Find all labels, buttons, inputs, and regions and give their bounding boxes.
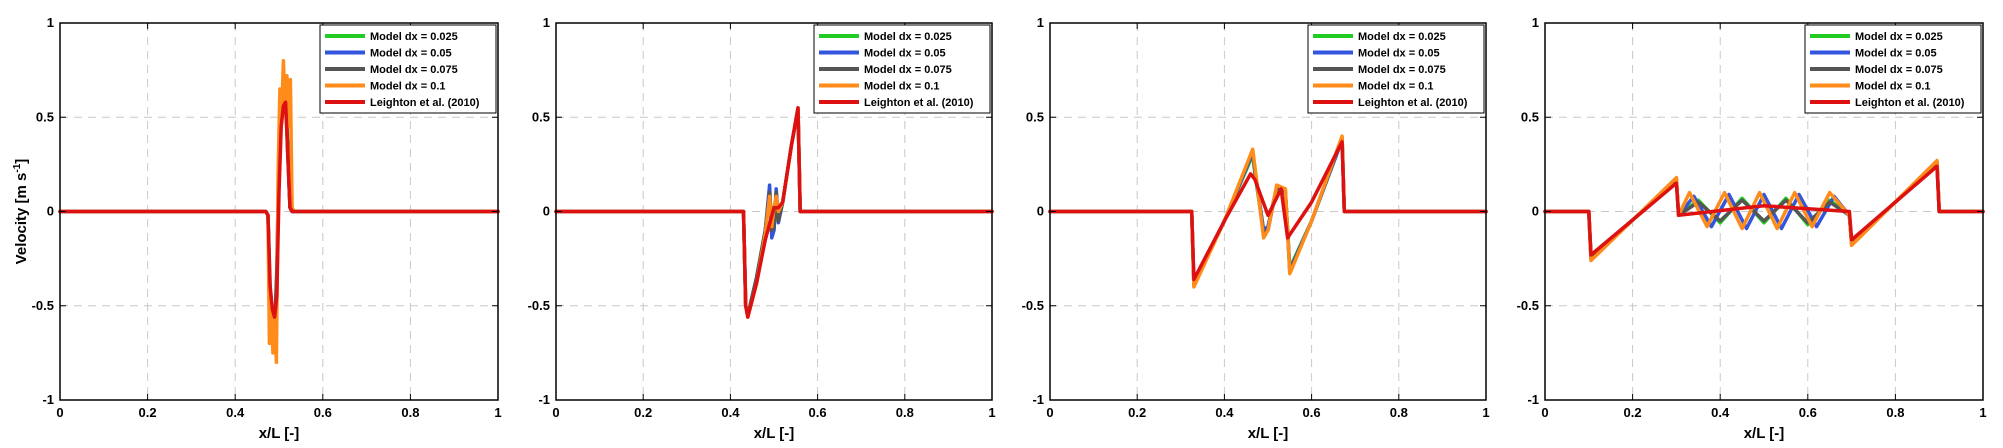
series-line-5	[554, 106, 994, 319]
y-axis-label: Velocity [m s-1]	[12, 159, 30, 265]
x-tick-label: 0.6	[809, 405, 827, 420]
y-tick-label: -0.5	[1022, 298, 1044, 313]
y-tick-label: -0.5	[528, 298, 550, 313]
chart-panel-2: 0 0.2 0.4 0.6 0.8 1 -1 -0.5 0 0.5 1 x/L [-] Model dx…	[528, 15, 996, 442]
x-tick-label: 1	[1482, 405, 1489, 420]
x-tick-label: 0.2	[1128, 405, 1146, 420]
chart-panel-1: 0 0.2 0.4 0.6 0.8 1 -1 -0.5 0 0.5 1 x/L [-] Velocity…	[12, 15, 502, 442]
legend: Model dx = 0.025 Model dx = 0.05 Model dx …	[319, 24, 497, 114]
legend-entry-5: Leighton et al. (2010)	[370, 97, 480, 109]
legend-entry-4: Model dx = 0.1	[1855, 81, 1931, 93]
x-tick-label: 0.2	[1624, 405, 1642, 420]
x-tick-label: 0	[552, 405, 559, 420]
legend-entry-3: Model dx = 0.075	[370, 64, 458, 76]
series-line-4	[58, 58, 500, 365]
legend-entry-1: Model dx = 0.025	[1358, 31, 1446, 43]
y-tick-label: -0.5	[32, 298, 54, 313]
x-tick-label: 1	[988, 405, 995, 420]
legend-entry-1: Model dx = 0.025	[1855, 31, 1943, 43]
x-tick-label: 0.4	[721, 405, 740, 420]
x-tick-label: 0.8	[1390, 405, 1408, 420]
y-tick-label: -1	[538, 392, 550, 407]
series-line-5	[1543, 164, 1985, 257]
series-line-3	[1543, 160, 1985, 261]
y-tick-label: 0.5	[1026, 109, 1044, 124]
x-tick-label: 0	[1541, 405, 1548, 420]
legend-entry-2: Model dx = 0.05	[370, 48, 452, 60]
x-tick-label: 0	[56, 405, 63, 420]
y-tick-label: 0	[47, 204, 54, 219]
y-tick-label: 0	[543, 204, 550, 219]
x-axis-label: x/L [-]	[1744, 425, 1785, 442]
legend-entry-2: Model dx = 0.05	[1358, 48, 1440, 60]
y-tick-label: 0	[1532, 204, 1539, 219]
series-line-5	[58, 100, 500, 319]
legend-entry-3: Model dx = 0.075	[1855, 64, 1943, 76]
x-tick-label: 0	[1046, 405, 1053, 420]
x-tick-label: 1	[1979, 405, 1986, 420]
x-tick-label: 1	[494, 405, 501, 420]
legend-entry-4: Model dx = 0.1	[864, 81, 940, 93]
series-line-2	[1543, 160, 1985, 261]
x-axis-label: x/L [-]	[259, 425, 300, 442]
chart-panel-3: 0 0.2 0.4 0.6 0.8 1 -1 -0.5 0 0.5 1 x/L [-] Model dx…	[1022, 15, 1490, 442]
x-axis-label: x/L [-]	[754, 425, 795, 442]
legend-entry-1: Model dx = 0.025	[370, 31, 458, 43]
x-tick-label: 0.6	[1799, 405, 1817, 420]
y-axis-label-end: ]	[13, 159, 30, 164]
series-line-5	[1048, 140, 1488, 282]
y-tick-label: 0	[1037, 204, 1044, 219]
x-tick-label: 0.4	[226, 405, 245, 420]
legend-entry-4: Model dx = 0.1	[1358, 81, 1434, 93]
x-tick-label: 0.6	[1303, 405, 1321, 420]
x-tick-label: 0.8	[896, 405, 914, 420]
legend-entry-5: Leighton et al. (2010)	[1855, 97, 1965, 109]
legend: Model dx = 0.025 Model dx = 0.05 Model dx …	[1804, 24, 1982, 114]
legend-entry-3: Model dx = 0.075	[1358, 64, 1446, 76]
legend-entry-2: Model dx = 0.05	[864, 48, 946, 60]
y-tick-label: -1	[42, 392, 54, 407]
series-line-4	[1543, 158, 1985, 263]
x-tick-label: 0.8	[1886, 405, 1904, 420]
x-tick-label: 0.6	[314, 405, 332, 420]
y-tick-label: 1	[47, 15, 54, 30]
x-tick-label: 0.4	[1215, 405, 1234, 420]
legend-entry-2: Model dx = 0.05	[1855, 48, 1937, 60]
y-axis-label-main: Velocity [m s	[13, 173, 30, 265]
x-tick-label: 0.4	[1711, 405, 1730, 420]
y-tick-label: 0.5	[36, 109, 54, 124]
x-tick-label: 0.8	[401, 405, 419, 420]
y-axis-label-superscript: -1	[12, 163, 23, 172]
legend-box	[319, 24, 497, 114]
y-tick-label: 0.5	[1521, 109, 1539, 124]
y-tick-label: 0.5	[532, 109, 550, 124]
x-tick-label: 0.2	[139, 405, 157, 420]
chart-panel-4: 0 0.2 0.4 0.6 0.8 1 -1 -0.5 0 0.5 1 x/L [-] Model dx…	[1517, 15, 1987, 442]
legend-entry-3: Model dx = 0.075	[864, 64, 952, 76]
legend-entry-1: Model dx = 0.025	[864, 31, 952, 43]
y-tick-label: 1	[543, 15, 550, 30]
y-tick-label: 1	[1532, 15, 1539, 30]
legend-entry-5: Leighton et al. (2010)	[1358, 97, 1468, 109]
y-tick-label: 1	[1037, 15, 1044, 30]
y-tick-label: -0.5	[1517, 298, 1539, 313]
y-tick-label: -1	[1032, 392, 1044, 407]
legend: Model dx = 0.025 Model dx = 0.05 Model dx …	[813, 24, 991, 114]
y-tick-label: -1	[1527, 392, 1539, 407]
x-tick-label: 0.2	[634, 405, 652, 420]
legend-entry-5: Leighton et al. (2010)	[864, 97, 974, 109]
legend-entry-4: Model dx = 0.1	[370, 81, 446, 93]
legend: Model dx = 0.025 Model dx = 0.05 Model dx …	[1307, 24, 1485, 114]
x-axis-label: x/L [-]	[1248, 425, 1289, 442]
